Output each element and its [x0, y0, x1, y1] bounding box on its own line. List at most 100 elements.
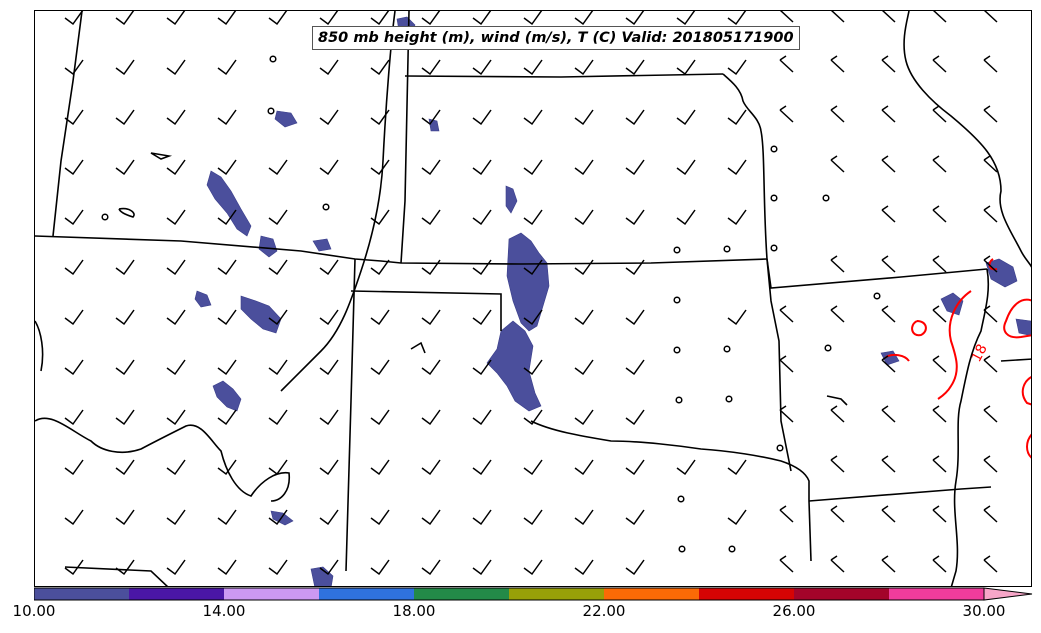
wind-barb — [779, 305, 794, 323]
wind-barb — [574, 59, 594, 76]
wind-barb — [472, 11, 492, 26]
wind-barb — [881, 455, 896, 473]
calm-wind-marker — [728, 545, 736, 553]
wind-barb — [830, 55, 845, 73]
boundary-line — [766, 258, 792, 472]
boundary-line — [722, 73, 768, 260]
wind-barb — [932, 405, 947, 423]
colorbar-segments — [34, 587, 1033, 601]
wind-barb — [166, 409, 186, 426]
temperature-contour-line — [1021, 376, 1031, 406]
shading-region — [506, 232, 550, 332]
wind-barb — [319, 11, 339, 26]
calm-wind-marker — [675, 396, 683, 404]
shading-region — [940, 292, 964, 316]
calm-wind-marker — [322, 203, 330, 211]
boundary-line — [950, 268, 990, 586]
colorbar-segment — [509, 588, 604, 600]
wind-barb — [64, 459, 84, 476]
wind-barb — [830, 155, 845, 173]
calm-wind-marker — [723, 345, 731, 353]
colorbar-tick-label: 30.00 — [962, 602, 1006, 620]
wind-barb — [830, 255, 845, 273]
wind-barb — [830, 505, 845, 523]
wind-barb — [217, 559, 237, 576]
wind-barb — [881, 205, 896, 223]
shading-region — [258, 235, 278, 258]
wind-barb — [676, 459, 696, 476]
wind-barb — [319, 359, 339, 376]
wind-barb — [115, 109, 135, 126]
wind-barb — [115, 409, 135, 426]
wind-barb — [268, 509, 288, 526]
colorbar-segment — [224, 588, 319, 600]
colorbar-tick-label: 26.00 — [772, 602, 816, 620]
wind-barb — [830, 455, 845, 473]
wind-barb — [523, 259, 543, 276]
boundary-line — [410, 341, 426, 354]
boundary-line — [35, 235, 768, 265]
shading-region — [985, 258, 1018, 288]
calm-wind-marker — [873, 292, 881, 300]
wind-barb — [625, 259, 645, 276]
wind-barb — [523, 11, 543, 26]
wind-barb — [779, 55, 794, 73]
wind-barb — [983, 255, 998, 273]
colorbar-segment — [319, 588, 414, 600]
shading-region — [274, 110, 298, 128]
wind-barb — [574, 259, 594, 276]
wind-barb — [881, 555, 896, 573]
wind-barb — [64, 359, 84, 376]
wind-barb — [881, 305, 896, 323]
wind-barb — [727, 159, 747, 176]
wind-barb — [64, 559, 84, 576]
boundary-line — [150, 152, 173, 160]
wind-barb — [932, 305, 947, 323]
wind-barb — [625, 559, 645, 576]
colorbar — [34, 587, 1033, 601]
wind-barb — [932, 455, 947, 473]
boundary-line — [350, 290, 502, 331]
wind-barb — [217, 359, 237, 376]
wind-barb — [625, 59, 645, 76]
wind-barb — [166, 459, 186, 476]
wind-barb — [421, 459, 441, 476]
wind-barb — [472, 409, 492, 426]
wind-barb — [523, 209, 543, 226]
calm-wind-marker — [770, 244, 778, 252]
wind-barb — [727, 209, 747, 226]
wind-barb — [268, 359, 288, 376]
wind-barb — [779, 555, 794, 573]
boundary-line — [280, 11, 396, 392]
wind-barb — [166, 11, 186, 26]
wind-barb — [932, 55, 947, 73]
calm-wind-marker — [101, 213, 109, 221]
wind-barb — [472, 459, 492, 476]
wind-barb — [115, 159, 135, 176]
wind-barb — [727, 11, 747, 26]
wind-barb — [523, 409, 543, 426]
colorbar-tick-label: 18.00 — [392, 602, 436, 620]
calm-wind-marker — [673, 296, 681, 304]
colorbar-segment — [889, 588, 984, 600]
boundary-line — [118, 207, 135, 218]
wind-barb — [370, 409, 390, 426]
boundary-line — [35, 320, 44, 372]
wind-barb — [830, 555, 845, 573]
colorbar-segment — [699, 588, 794, 600]
wind-barb — [166, 559, 186, 576]
calm-wind-marker — [723, 245, 731, 253]
wind-barb — [779, 505, 794, 523]
wind-barb — [319, 309, 339, 326]
calm-wind-marker — [770, 194, 778, 202]
temperature-contour-line — [1026, 433, 1031, 459]
wind-barb — [727, 59, 747, 76]
wind-barb — [370, 159, 390, 176]
map-frame: 18 — [34, 10, 1032, 587]
calm-wind-marker — [824, 344, 832, 352]
wind-barb — [217, 109, 237, 126]
calm-wind-marker — [678, 545, 686, 553]
wind-barb — [625, 109, 645, 126]
wind-barb — [421, 109, 441, 126]
temperature-contours — [885, 258, 1031, 459]
